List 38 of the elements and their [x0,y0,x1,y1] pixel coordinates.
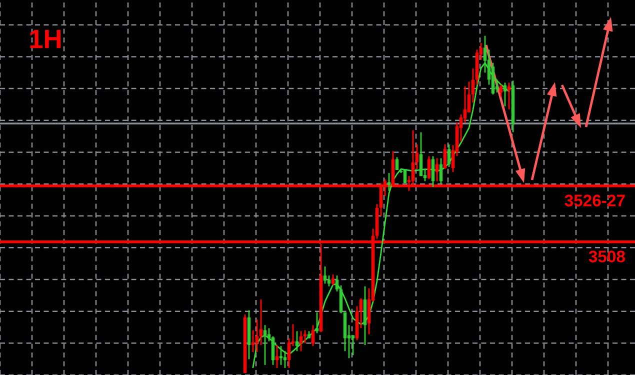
candlestick [287,338,291,369]
candlestick [339,284,343,314]
candlestick [327,274,331,288]
text: 3526-27 [564,194,625,206]
candlestick [387,172,391,192]
candlestick [395,156,399,171]
candlestick [311,324,315,347]
candlestick [507,82,511,110]
candlestick [299,330,303,352]
candlestick [427,155,431,180]
candlestick [415,144,419,170]
candlestick [335,274,339,292]
candlestick [431,155,435,188]
candlestick [323,266,327,284]
candlestick [443,144,447,170]
candlestick [471,68,475,104]
candlestick [403,168,407,184]
candlestick [295,330,299,352]
text: 1H [30,30,61,48]
candlestick [435,158,439,182]
candlestick [263,324,267,366]
candlestick [315,312,319,334]
candlestick [419,132,423,177]
candlestick [271,336,275,366]
candlestick [255,318,259,353]
candlestick [447,144,451,168]
candlestick [331,274,335,286]
candlestick [259,298,263,346]
candlestick [279,345,283,366]
candlestick [283,350,287,369]
candlestick [351,334,355,356]
candlestick [439,158,443,185]
candlestick [499,84,503,98]
candlestick [359,298,363,329]
candlestick [275,344,279,369]
text: 3508 [588,250,625,262]
candlestick [303,329,307,344]
candlestick [503,82,507,107]
